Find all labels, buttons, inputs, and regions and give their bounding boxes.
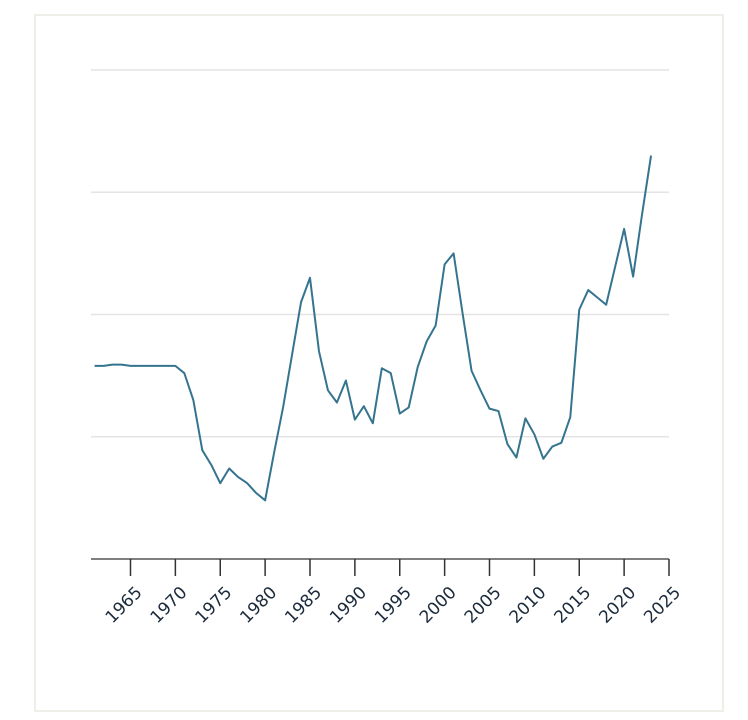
x-tick-label: 2025 xyxy=(640,583,685,628)
data-line xyxy=(94,155,653,502)
x-tick-label: 1965 xyxy=(102,583,147,628)
x-tick-label: 2005 xyxy=(461,583,506,628)
x-tick-label: 2000 xyxy=(416,583,461,628)
x-tick-label: 1970 xyxy=(147,583,192,628)
x-tick-label: 1980 xyxy=(236,583,281,628)
x-tick-label: 2010 xyxy=(506,583,551,628)
x-tick-label: 2015 xyxy=(551,583,596,628)
x-tick-label: 1975 xyxy=(192,583,237,628)
x-tick-label: 1995 xyxy=(371,583,416,628)
x-tick-label: 1985 xyxy=(281,583,326,628)
card xyxy=(34,14,724,712)
x-tick-label: 2020 xyxy=(595,583,640,628)
x-tick-label: 1990 xyxy=(326,583,371,628)
